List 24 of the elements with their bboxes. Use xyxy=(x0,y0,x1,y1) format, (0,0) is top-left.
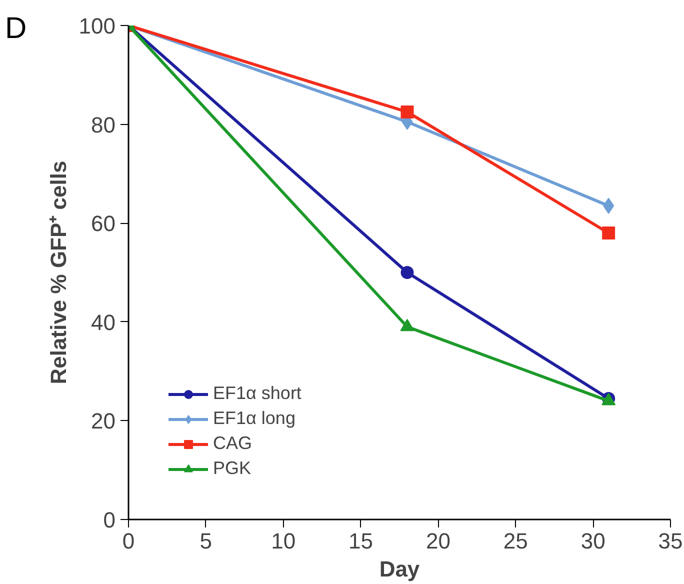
x-tick-label: 15 xyxy=(348,528,374,554)
x-tick-label: 35 xyxy=(658,528,683,554)
legend-label: EF1α long xyxy=(213,408,296,429)
x-tick-label: 0 xyxy=(122,528,135,554)
y-axis-title: Relative % GFP⁺ cells xyxy=(46,160,71,384)
y-tick-label: 80 xyxy=(91,112,116,138)
y-tick-label: 100 xyxy=(78,14,116,38)
legend-label: PGK xyxy=(213,458,252,479)
x-axis-title: Day xyxy=(379,556,420,582)
text: D xyxy=(5,11,27,47)
y-tick-label: 40 xyxy=(91,310,116,335)
x-tick-label: 25 xyxy=(503,528,528,554)
point xyxy=(400,318,414,332)
y-tick-label: 20 xyxy=(91,408,116,434)
point xyxy=(602,226,616,240)
legend-label: EF1α short xyxy=(213,383,302,404)
y-tick-label: 60 xyxy=(91,211,116,236)
y-tick-label: 0 xyxy=(103,508,116,532)
x-tick-label: 10 xyxy=(271,528,296,554)
point xyxy=(400,266,414,279)
x-tick-label: 20 xyxy=(426,528,450,554)
legend-label: CAG xyxy=(213,433,252,454)
x-tick-label: 30 xyxy=(580,528,606,554)
x-tick-label: 5 xyxy=(200,528,212,554)
